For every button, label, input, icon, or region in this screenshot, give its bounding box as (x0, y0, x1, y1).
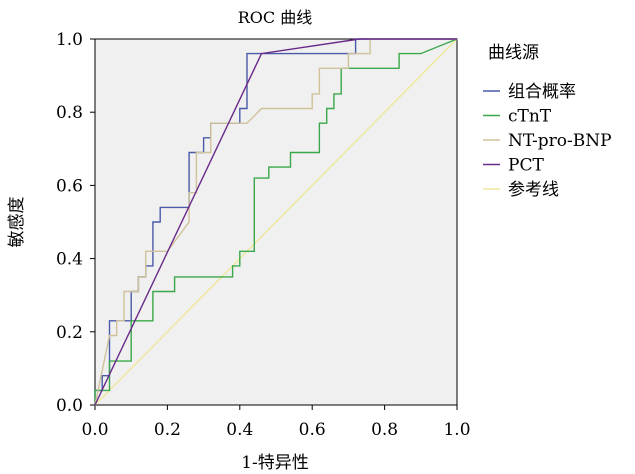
x-tick-label: 0.2 (154, 420, 181, 440)
x-tick-label: 0.6 (299, 420, 326, 440)
series-layer (94, 38, 458, 406)
legend-label: NT-pro-BNP (508, 131, 612, 151)
x-axis: 0.0 0.2 0.4 0.6 0.8 1.0 (81, 405, 471, 440)
legend: 组合概率 cTnT NT-pro-BNP PCT 参考线 (483, 82, 612, 200)
legend-label: 组合概率 (508, 82, 576, 102)
y-axis: 0.0 0.2 0.4 0.6 0.8 1.0 (56, 30, 95, 416)
legend-label: PCT (508, 156, 544, 176)
y-tick-label: 1.0 (56, 30, 83, 50)
y-tick-label: 0.0 (56, 396, 83, 416)
x-tick-label: 0.8 (371, 420, 398, 440)
y-tick-label: 0.6 (56, 176, 83, 196)
x-tick-label: 0.0 (81, 420, 108, 440)
legend-label: 参考线 (508, 180, 559, 200)
series-line (94, 38, 458, 406)
series-line (94, 38, 458, 405)
series-line (94, 38, 457, 406)
y-tick-label: 0.8 (56, 103, 83, 123)
series-line (94, 38, 457, 405)
x-tick-label: 1.0 (443, 420, 470, 440)
series-line (94, 38, 457, 406)
chart-title: ROC 曲线 (238, 8, 313, 27)
y-tick-label: 0.2 (56, 323, 83, 343)
legend-title: 曲线源 (488, 43, 539, 63)
legend-label: cTnT (508, 107, 552, 127)
x-axis-label: 1-特异性 (241, 453, 309, 473)
y-axis-label: 敏感度 (7, 197, 27, 248)
x-tick-label: 0.4 (226, 420, 253, 440)
y-tick-label: 0.4 (56, 250, 83, 270)
